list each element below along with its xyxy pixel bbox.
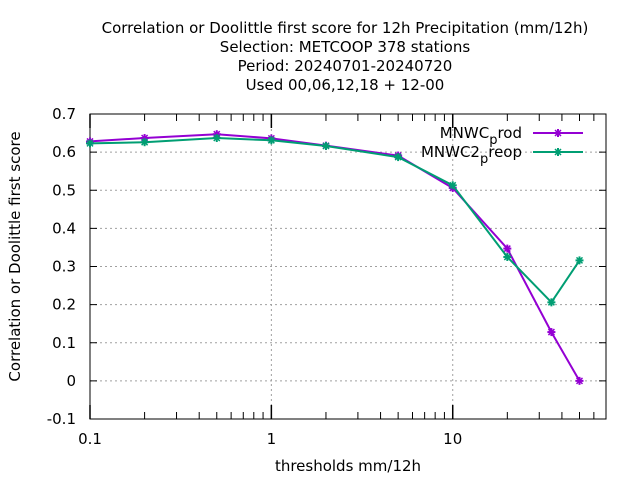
axes: -0.1 0 0.1 0.2 0.3 0.4 0.5 0.6 0.7 0.1 1 10 [47, 105, 607, 448]
chart-title-line: Used 00,06,12,18 + 12-00 [246, 76, 445, 94]
data-point [394, 153, 403, 162]
data-point [448, 181, 457, 190]
y-tick-label: 0.3 [52, 258, 76, 276]
data-point [503, 252, 512, 261]
x-tick-label: 0.1 [78, 430, 102, 448]
y-axis-label: Correlation or Doolittle first score [6, 131, 24, 381]
data-point [547, 298, 556, 307]
plot-frame [89, 113, 607, 420]
x-tick-label: 10 [443, 430, 462, 448]
chart-title-line: Selection: METCOOP 378 stations [220, 38, 471, 56]
x-axis-label: thresholds mm/12h [275, 457, 421, 475]
series-line [89, 136, 581, 304]
data-point [547, 328, 556, 337]
data-point [575, 256, 584, 265]
data-point [503, 244, 512, 253]
grid [90, 114, 606, 419]
chart-title-line: Correlation or Doolittle first score for… [102, 19, 589, 37]
data-point [267, 136, 276, 145]
chart-title: Correlation or Doolittle first score for… [102, 19, 589, 94]
y-tick-label: 0.1 [52, 334, 76, 352]
y-tick-label: 0.4 [52, 219, 76, 237]
series-mnwc2 [86, 134, 584, 307]
data-point [212, 134, 221, 143]
data-point [86, 139, 94, 148]
chart-title-line: Period: 20240701-20240720 [238, 57, 453, 75]
data-point [321, 142, 330, 151]
y-tick-label: 0.5 [52, 181, 76, 199]
y-tick-label: 0.7 [52, 105, 76, 123]
y-tick-label: 0 [66, 372, 76, 390]
legend-entry: MNWC2preop [421, 143, 583, 167]
y-tick-label: 0.2 [52, 296, 76, 314]
legend-label: MNWCprod [440, 124, 522, 148]
legend-label: MNWC2preop [421, 143, 522, 167]
x-tick-label: 1 [267, 430, 277, 448]
legend-entry: MNWCprod [440, 124, 583, 148]
y-tick-label: 0.6 [52, 143, 76, 161]
y-tick-label: -0.1 [47, 410, 76, 428]
series [86, 130, 584, 385]
data-point [140, 138, 149, 147]
data-point [575, 376, 584, 385]
